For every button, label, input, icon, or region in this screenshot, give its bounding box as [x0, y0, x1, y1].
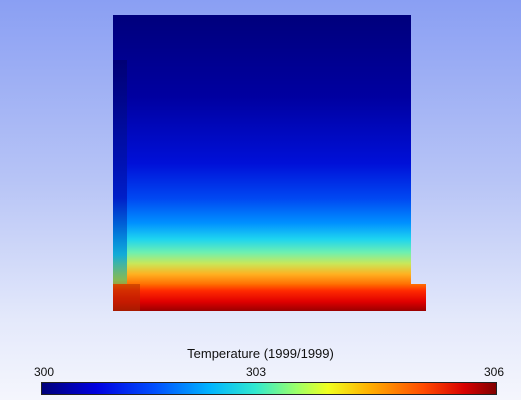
base-corner-block	[113, 284, 140, 311]
colorbar-max-label: 306	[484, 365, 505, 379]
temperature-colorbar	[41, 382, 497, 395]
heated-base-block	[113, 284, 426, 311]
colorbar-min-label: 300	[34, 365, 55, 379]
colorbar-title: Temperature (1999/1999)	[187, 346, 334, 361]
colorbar-mid-label: 303	[246, 365, 267, 379]
fluid-domain	[113, 15, 411, 285]
left-wall-strip	[113, 60, 127, 310]
